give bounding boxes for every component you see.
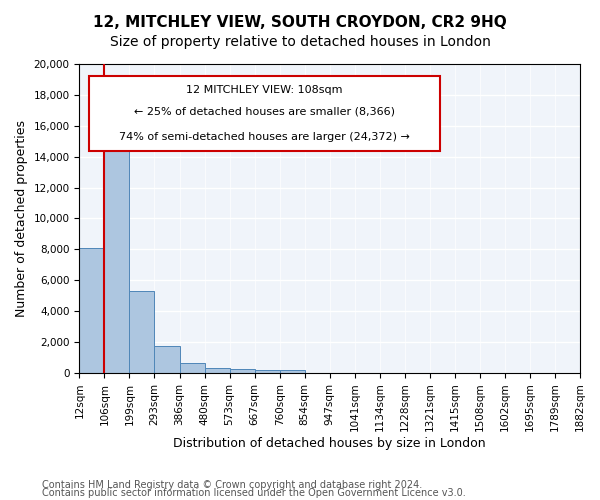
Bar bbox=[130, 291, 154, 373]
Text: Contains HM Land Registry data © Crown copyright and database right 2024.: Contains HM Land Registry data © Crown c… bbox=[42, 480, 422, 490]
Bar bbox=[154, 346, 179, 373]
X-axis label: Distribution of detached houses by size in London: Distribution of detached houses by size … bbox=[173, 437, 486, 450]
Text: Size of property relative to detached houses in London: Size of property relative to detached ho… bbox=[110, 35, 490, 49]
Bar bbox=[280, 370, 305, 373]
Text: Contains public sector information licensed under the Open Government Licence v3: Contains public sector information licen… bbox=[42, 488, 466, 498]
Bar bbox=[254, 370, 280, 373]
Text: 12 MITCHLEY VIEW: 108sqm: 12 MITCHLEY VIEW: 108sqm bbox=[187, 84, 343, 94]
FancyBboxPatch shape bbox=[89, 76, 440, 150]
Bar bbox=[179, 363, 205, 373]
Text: 12, MITCHLEY VIEW, SOUTH CROYDON, CR2 9HQ: 12, MITCHLEY VIEW, SOUTH CROYDON, CR2 9H… bbox=[93, 15, 507, 30]
Bar bbox=[230, 368, 254, 373]
Text: 74% of semi-detached houses are larger (24,372) →: 74% of semi-detached houses are larger (… bbox=[119, 132, 410, 142]
Bar bbox=[79, 248, 104, 373]
Text: ← 25% of detached houses are smaller (8,366): ← 25% of detached houses are smaller (8,… bbox=[134, 107, 395, 117]
Bar bbox=[205, 368, 230, 373]
Bar bbox=[104, 110, 130, 373]
Y-axis label: Number of detached properties: Number of detached properties bbox=[15, 120, 28, 317]
